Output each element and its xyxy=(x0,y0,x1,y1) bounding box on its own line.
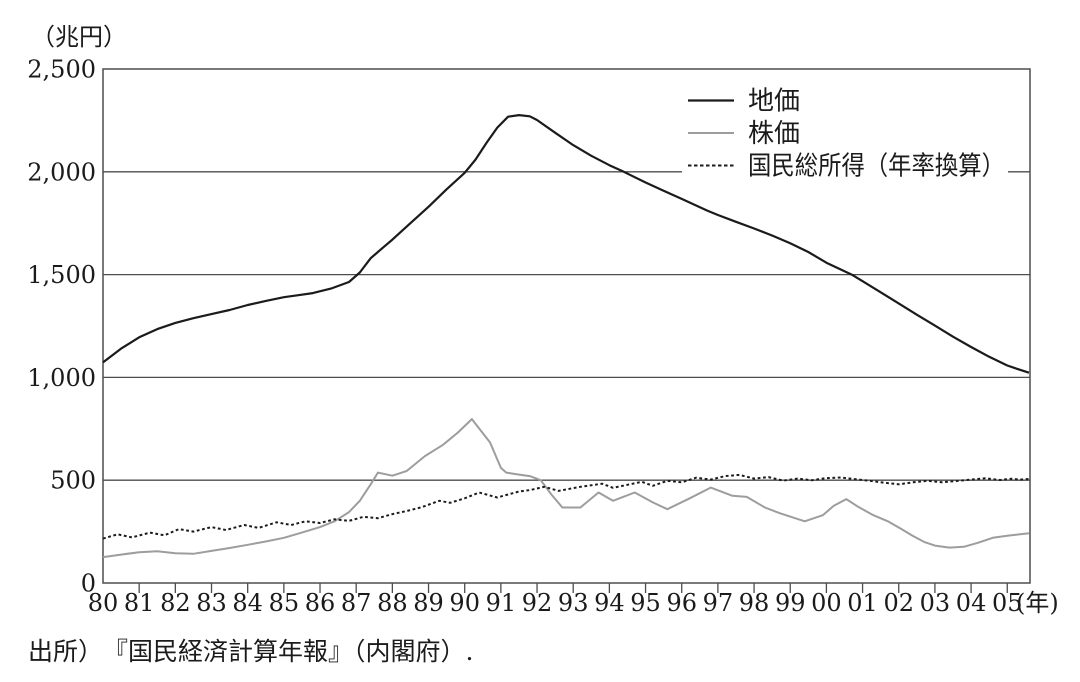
x-axis-tick-label: 83 xyxy=(196,589,227,617)
x-axis-unit-label: (年) xyxy=(1016,589,1059,617)
national-income-line xyxy=(102,473,1030,540)
y-axis-tick-label: 500 xyxy=(50,467,96,495)
x-axis-tick-label: 96 xyxy=(666,589,697,617)
x-axis-tick-label: 88 xyxy=(377,589,408,617)
x-axis-tick-label: 84 xyxy=(232,589,263,617)
x-axis-tick-label: 02 xyxy=(883,589,914,617)
x-axis-tick-label: 01 xyxy=(847,589,878,617)
x-axis-tick-label: 89 xyxy=(413,589,444,617)
x-axis-tick-label: 81 xyxy=(124,589,155,617)
x-axis-tick-label: 82 xyxy=(160,589,191,617)
y-axis-tick-label: 1,500 xyxy=(27,261,96,289)
x-axis-tick-label: 03 xyxy=(920,589,951,617)
x-axis-tick-label: 87 xyxy=(341,589,372,617)
x-axis-tick-label: 94 xyxy=(594,589,625,617)
x-axis-tick-label: 95 xyxy=(630,589,661,617)
x-axis-tick-label: 97 xyxy=(703,589,734,617)
y-axis-tick-label: 2,000 xyxy=(27,158,96,186)
x-axis-tick-label: 91 xyxy=(486,589,517,617)
x-axis-tick-label: 00 xyxy=(811,589,842,617)
y-axis-tick-label: 2,500 xyxy=(27,56,96,84)
x-axis-tick-label: 99 xyxy=(775,589,806,617)
y-axis-tick-label: 0 xyxy=(81,570,96,598)
x-axis-tick-label: 93 xyxy=(558,589,589,617)
stock-price-line xyxy=(102,418,1030,559)
plot-border xyxy=(102,68,1031,584)
x-axis-tick-label: 90 xyxy=(449,589,480,617)
source-note: 出所） 『国民経済計算年報』（内閣府）. xyxy=(28,637,474,666)
x-axis-tick-label: 05 xyxy=(992,589,1023,617)
national-income-legend-label: 国民総所得（年率換算） xyxy=(748,152,1005,182)
y-axis-unit-label: （兆円） xyxy=(31,23,127,51)
x-axis-tick-label: 92 xyxy=(522,589,553,617)
x-axis-tick-label: 80 xyxy=(88,589,119,617)
x-axis-tick-label: 98 xyxy=(739,589,770,617)
x-axis-tick-label: 85 xyxy=(269,589,300,617)
legend-background xyxy=(682,86,1008,182)
stock-price-legend-label: 株価 xyxy=(748,119,800,149)
land-price-legend-label: 地価 xyxy=(748,87,800,117)
land-price-line xyxy=(102,113,1030,374)
y-axis-tick-label: 1,000 xyxy=(27,364,96,392)
x-axis-tick-label: 86 xyxy=(305,589,336,617)
x-axis-tick-label: 04 xyxy=(956,589,987,617)
